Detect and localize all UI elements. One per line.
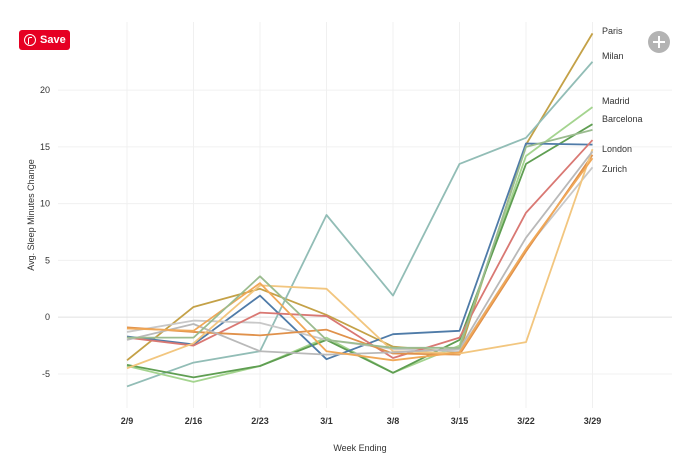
y-tick-label: 20 [40, 85, 50, 95]
y-axis-title: Avg. Sleep Minutes Change [26, 159, 36, 270]
pinterest-icon [24, 34, 36, 46]
y-tick-label: 15 [40, 142, 50, 152]
series-line [126, 166, 594, 353]
series-line [126, 142, 593, 361]
series-line [126, 32, 594, 362]
x-axis-title: Week Ending [333, 443, 386, 453]
x-tick-label: 3/1 [320, 416, 333, 426]
series-line [126, 139, 594, 359]
series-line [126, 148, 594, 370]
series-line [127, 128, 593, 349]
x-tick-label: 3/8 [387, 416, 400, 426]
series-label: Madrid [602, 96, 630, 106]
x-tick-label: 2/9 [121, 416, 134, 426]
series-line [126, 157, 594, 362]
x-tick-label: 3/22 [517, 416, 535, 426]
y-tick-label: 10 [40, 199, 50, 209]
plus-circle-icon[interactable] [648, 31, 670, 53]
series-label: Zurich [602, 164, 627, 174]
series-label: London [602, 144, 632, 154]
x-tick-label: 2/16 [185, 416, 203, 426]
x-tick-label: 2/23 [251, 416, 269, 426]
series-label: Barcelona [602, 114, 643, 124]
x-tick-label: 3/15 [451, 416, 469, 426]
y-tick-label: 0 [45, 312, 50, 322]
y-tick-label: -5 [42, 369, 50, 379]
series-label: Milan [602, 51, 624, 61]
series-label: Paris [602, 26, 623, 36]
x-tick-label: 3/29 [584, 416, 602, 426]
y-tick-label: 5 [45, 255, 50, 265]
save-button[interactable]: Save [19, 30, 70, 50]
save-button-label: Save [40, 34, 66, 46]
series-line [126, 61, 594, 388]
